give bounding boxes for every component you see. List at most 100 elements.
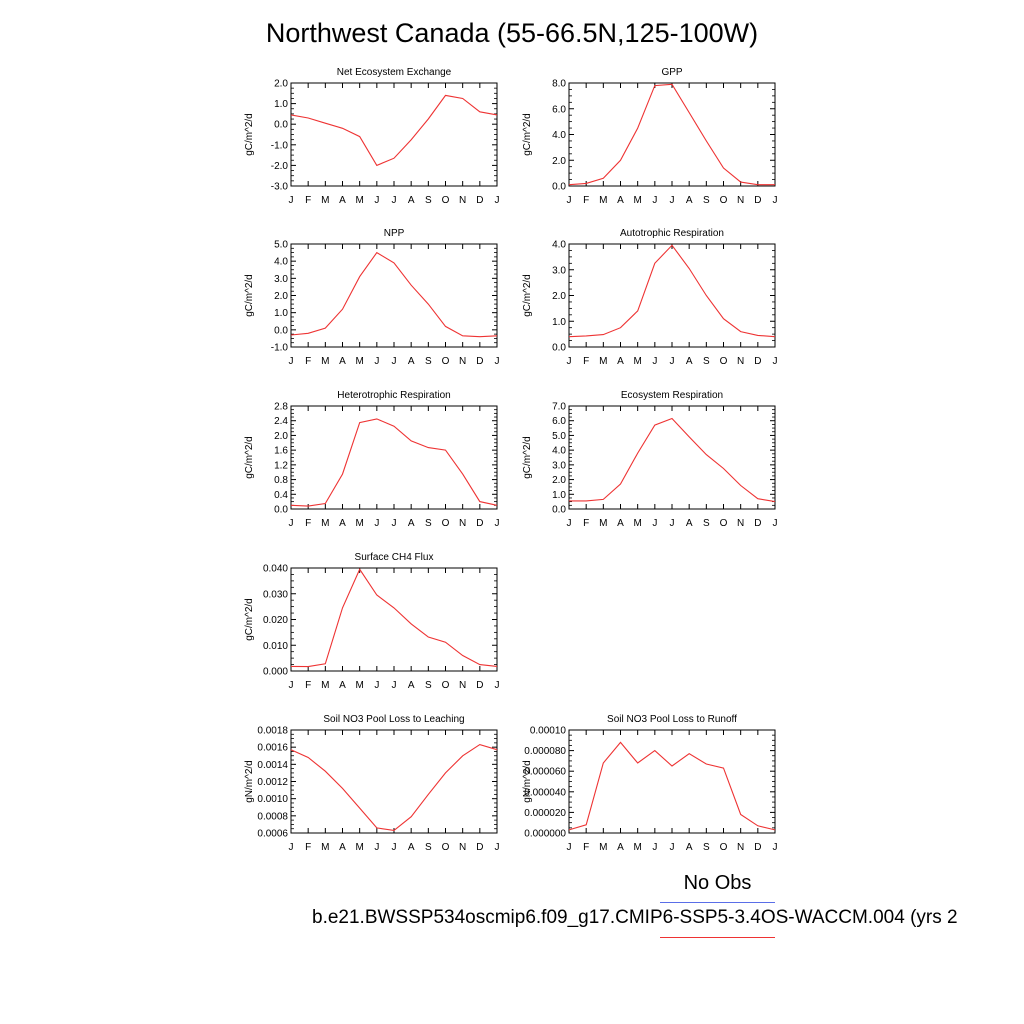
y-tick-label: 2.8 — [274, 402, 288, 413]
x-tick-label: S — [425, 842, 432, 853]
x-tick-label: A — [408, 842, 415, 853]
series-line — [290, 251, 498, 338]
x-tick-label: J — [670, 195, 675, 206]
x-tick-label: D — [476, 680, 483, 691]
plot-frame — [568, 729, 776, 834]
plot-frame — [290, 243, 498, 348]
x-tick-label: O — [442, 356, 450, 367]
x-tick-label: M — [321, 842, 329, 853]
x-tick-label: M — [633, 518, 641, 529]
y-axis-label: gC/m^2/d — [522, 113, 533, 156]
x-tick-label: D — [754, 356, 761, 367]
x-tick-label: J — [289, 842, 294, 853]
x-tick-label: S — [425, 518, 432, 529]
x-tick-label: M — [355, 842, 363, 853]
x-tick-label: F — [583, 842, 589, 853]
panel-title: Net Ecosystem Exchange — [337, 67, 452, 78]
y-tick-label: 0.0 — [552, 182, 566, 193]
x-tick-label: S — [425, 680, 432, 691]
x-tick-label: O — [442, 195, 450, 206]
y-tick-label: -1.0 — [271, 140, 289, 151]
x-tick-label: F — [305, 195, 311, 206]
y-tick-label: 0.000060 — [524, 767, 566, 778]
y-axis-label: gC/m^2/d — [244, 598, 255, 641]
y-tick-label: 2.0 — [274, 291, 288, 302]
x-tick-label: N — [459, 842, 466, 853]
y-tick-label: -3.0 — [271, 182, 289, 193]
x-tick-label: J — [567, 842, 572, 853]
series-line — [290, 568, 498, 668]
y-tick-label: 0.000020 — [524, 808, 566, 819]
y-tick-label: 0.000 — [263, 667, 288, 678]
y-tick-label: 2.0 — [552, 156, 566, 167]
x-tick-label: M — [355, 680, 363, 691]
x-tick-label: J — [773, 842, 778, 853]
plot-frame — [290, 405, 498, 510]
x-tick-label: A — [339, 842, 346, 853]
y-tick-label: 4.0 — [552, 130, 566, 141]
x-tick-label: J — [495, 195, 500, 206]
x-tick-label: J — [773, 518, 778, 529]
x-tick-label: J — [567, 356, 572, 367]
x-tick-label: M — [321, 518, 329, 529]
case-label: b.e21.BWSSP534oscmip6.f09_g17.CMIP6-SSP5… — [312, 907, 958, 928]
series-line — [568, 244, 776, 338]
obs-legend-line — [660, 902, 775, 903]
y-tick-label: 0.0 — [552, 505, 566, 516]
x-tick-label: J — [392, 356, 397, 367]
x-tick-label: J — [374, 842, 379, 853]
x-tick-label: J — [289, 680, 294, 691]
y-tick-label: 0.0 — [552, 343, 566, 354]
x-tick-label: O — [720, 518, 728, 529]
x-tick-label: J — [652, 842, 657, 853]
x-tick-label: J — [392, 518, 397, 529]
y-axis-label: gC/m^2/d — [244, 436, 255, 479]
y-axis-label: gN/m^2/d — [522, 760, 533, 803]
x-tick-label: S — [703, 356, 710, 367]
y-tick-label: 0.030 — [263, 589, 288, 600]
x-tick-label: M — [633, 842, 641, 853]
y-tick-label: 0.00010 — [530, 726, 567, 737]
y-tick-label: 0.4 — [274, 490, 288, 501]
y-tick-label: 0.000040 — [524, 787, 566, 798]
plot-frame — [290, 729, 498, 834]
y-tick-label: 1.0 — [552, 317, 566, 328]
y-tick-label: 1.2 — [274, 460, 288, 471]
x-tick-label: J — [374, 195, 379, 206]
x-tick-label: S — [703, 195, 710, 206]
x-tick-label: J — [652, 518, 657, 529]
chart-panel: Heterotrophic Respiration gC/m^2/d 2.8 2.4 2… — [244, 390, 500, 529]
x-tick-label: S — [703, 518, 710, 529]
x-tick-label: J — [670, 518, 675, 529]
y-tick-label: 2.4 — [274, 416, 288, 427]
legend-label: No Obs — [683, 872, 752, 894]
x-tick-label: J — [392, 680, 397, 691]
y-tick-label: 0.010 — [263, 641, 288, 652]
y-tick-label: 2.0 — [552, 475, 566, 486]
x-tick-label: A — [339, 356, 346, 367]
x-tick-label: M — [321, 680, 329, 691]
x-tick-label: M — [633, 195, 641, 206]
x-tick-label: A — [408, 680, 415, 691]
plot-frame — [290, 82, 498, 187]
x-tick-label: J — [495, 356, 500, 367]
x-tick-label: N — [737, 195, 744, 206]
y-tick-label: 0.020 — [263, 615, 288, 626]
y-tick-label: 2.0 — [274, 431, 288, 442]
x-tick-label: J — [773, 356, 778, 367]
x-tick-label: F — [305, 518, 311, 529]
x-tick-label: S — [425, 356, 432, 367]
x-tick-label: J — [773, 195, 778, 206]
x-tick-label: D — [476, 356, 483, 367]
x-tick-label: J — [374, 518, 379, 529]
series-line — [568, 83, 775, 186]
y-tick-label: 0.000080 — [524, 746, 566, 757]
y-tick-label: 0.0008 — [257, 811, 288, 822]
x-tick-label: A — [339, 680, 346, 691]
x-tick-label: N — [459, 356, 466, 367]
x-tick-label: J — [567, 195, 572, 206]
panel-title: Surface CH4 Flux — [355, 552, 434, 563]
x-tick-label: S — [703, 842, 710, 853]
x-tick-label: A — [408, 518, 415, 529]
